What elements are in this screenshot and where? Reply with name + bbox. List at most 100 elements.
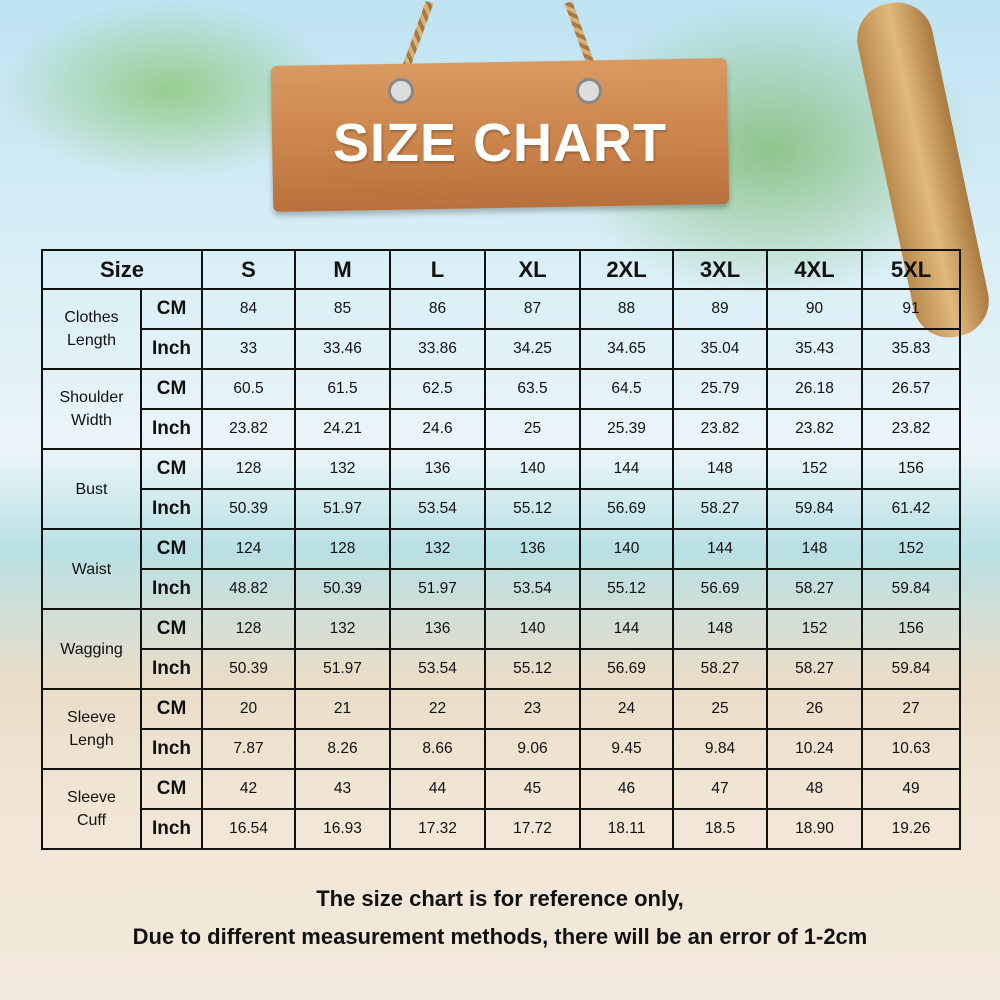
value-cell: 144 bbox=[579, 448, 674, 490]
value-cell: 25.39 bbox=[579, 408, 674, 450]
measurement-label-line: Cuff bbox=[76, 812, 107, 829]
value-cell: 63.5 bbox=[484, 368, 581, 410]
unit-label: Inch bbox=[140, 488, 203, 530]
value-cell: 61.42 bbox=[861, 488, 961, 530]
size-column-header: XL bbox=[484, 249, 581, 290]
value-cell: 16.93 bbox=[294, 808, 391, 850]
measurement-label-line: Waist bbox=[71, 560, 112, 578]
unit-label: Inch bbox=[140, 728, 203, 770]
value-cell: 132 bbox=[294, 448, 391, 490]
value-cell: 21 bbox=[294, 688, 391, 730]
measurement-label-line: Width bbox=[71, 412, 112, 429]
value-cell: 35.04 bbox=[672, 328, 768, 370]
table-row: Waist CM 124 128 132 136 140 144 148 152 bbox=[41, 528, 961, 610]
value-cell: 26 bbox=[766, 688, 863, 730]
value-cell: 59.84 bbox=[861, 648, 961, 690]
unit-label: CM bbox=[140, 608, 203, 650]
value-cell: 128 bbox=[201, 608, 296, 650]
value-cell: 58.27 bbox=[766, 648, 863, 690]
value-cell: 136 bbox=[389, 448, 486, 490]
measurement-label-line: Clothes bbox=[64, 309, 119, 326]
value-cell: 53.54 bbox=[389, 488, 486, 530]
value-cell: 9.84 bbox=[672, 728, 768, 770]
value-cell: 42 bbox=[201, 768, 296, 810]
value-cell: 62.5 bbox=[389, 368, 486, 410]
measurement-label: Sleeve Lengh bbox=[41, 688, 142, 770]
value-cell: 128 bbox=[294, 528, 391, 570]
measurement-label-line: Wagging bbox=[60, 640, 123, 658]
value-cell: 25.79 bbox=[672, 368, 768, 410]
size-column-header: 3XL bbox=[672, 249, 768, 290]
value-cell: 85 bbox=[294, 288, 391, 330]
size-column-header: 2XL bbox=[579, 249, 674, 290]
measurement-label-line: Shoulder bbox=[59, 389, 124, 406]
value-cell: 26.57 bbox=[861, 368, 961, 410]
value-cell: 26.18 bbox=[766, 368, 863, 410]
value-cell: 47 bbox=[672, 768, 768, 810]
value-cell: 59.84 bbox=[766, 488, 863, 530]
value-cell: 18.11 bbox=[579, 808, 674, 850]
measurement-label: Bust bbox=[41, 448, 142, 530]
value-cell: 132 bbox=[389, 528, 486, 570]
value-cell: 48 bbox=[766, 768, 863, 810]
measurement-label-line: Length bbox=[67, 332, 116, 349]
value-cell: 8.26 bbox=[294, 728, 391, 770]
value-cell: 140 bbox=[579, 528, 674, 570]
table-row: Shoulder Width CM 60.5 61.5 62.5 63.5 64.5 25.79… bbox=[41, 368, 961, 450]
value-cell: 20 bbox=[201, 688, 296, 730]
measurement-label: Waist bbox=[41, 528, 142, 610]
value-cell: 90 bbox=[766, 288, 863, 330]
value-cell: 53.54 bbox=[484, 568, 581, 610]
value-cell: 24.6 bbox=[389, 408, 486, 450]
size-column-header: S bbox=[201, 249, 296, 290]
value-cell: 58.27 bbox=[672, 488, 768, 530]
value-cell: 156 bbox=[861, 448, 961, 490]
measurement-label: Sleeve Cuff bbox=[41, 768, 142, 850]
table-row: Inch 50.39 51.97 53.54 55.12 56.69 58.27 59.84 6… bbox=[42, 488, 961, 530]
value-cell: 34.65 bbox=[579, 328, 674, 370]
size-header: Size bbox=[41, 249, 203, 290]
value-cell: 18.90 bbox=[766, 808, 863, 850]
value-cell: 50.39 bbox=[201, 488, 296, 530]
sign-ring bbox=[388, 78, 414, 104]
value-cell: 23 bbox=[484, 688, 581, 730]
measurement-label-line: Lengh bbox=[69, 732, 114, 749]
unit-label: CM bbox=[140, 768, 203, 810]
value-cell: 58.27 bbox=[766, 568, 863, 610]
value-cell: 17.32 bbox=[389, 808, 486, 850]
value-cell: 24.21 bbox=[294, 408, 391, 450]
unit-label: CM bbox=[140, 288, 203, 330]
value-cell: 25 bbox=[484, 408, 581, 450]
value-cell: 87 bbox=[484, 288, 581, 330]
value-cell: 140 bbox=[484, 448, 581, 490]
value-cell: 156 bbox=[861, 608, 961, 650]
value-cell: 10.63 bbox=[861, 728, 961, 770]
size-column-header: 5XL bbox=[861, 249, 961, 290]
value-cell: 22 bbox=[389, 688, 486, 730]
value-cell: 50.39 bbox=[294, 568, 391, 610]
value-cell: 8.66 bbox=[389, 728, 486, 770]
unit-label: Inch bbox=[140, 328, 203, 370]
value-cell: 152 bbox=[861, 528, 961, 570]
value-cell: 55.12 bbox=[484, 648, 581, 690]
measurement-label: Wagging bbox=[41, 608, 142, 690]
value-cell: 88 bbox=[579, 288, 674, 330]
value-cell: 10.24 bbox=[766, 728, 863, 770]
table-row: Sleeve Lengh CM 20 21 22 23 24 25 26 27 bbox=[41, 688, 961, 770]
value-cell: 51.97 bbox=[294, 488, 391, 530]
value-cell: 51.97 bbox=[389, 568, 486, 610]
table-row: Clothes Length CM 84 85 86 87 88 89 90 91 bbox=[41, 288, 961, 370]
measurement-label-line: Sleeve bbox=[67, 709, 116, 726]
value-cell: 144 bbox=[672, 528, 768, 570]
table-row: Inch 33 33.46 33.86 34.25 34.65 35.04 35.43 35.8… bbox=[42, 328, 961, 370]
value-cell: 33.86 bbox=[389, 328, 486, 370]
table-row: Inch 23.82 24.21 24.6 25 25.39 23.82 23.82 23.82 bbox=[42, 408, 961, 450]
value-cell: 23.82 bbox=[672, 408, 768, 450]
value-cell: 45 bbox=[484, 768, 581, 810]
value-cell: 144 bbox=[579, 608, 674, 650]
value-cell: 91 bbox=[861, 288, 961, 330]
value-cell: 35.43 bbox=[766, 328, 863, 370]
value-cell: 33.46 bbox=[294, 328, 391, 370]
table-row: Bust CM 128 132 136 140 144 148 152 156 bbox=[41, 448, 961, 530]
value-cell: 124 bbox=[201, 528, 296, 570]
